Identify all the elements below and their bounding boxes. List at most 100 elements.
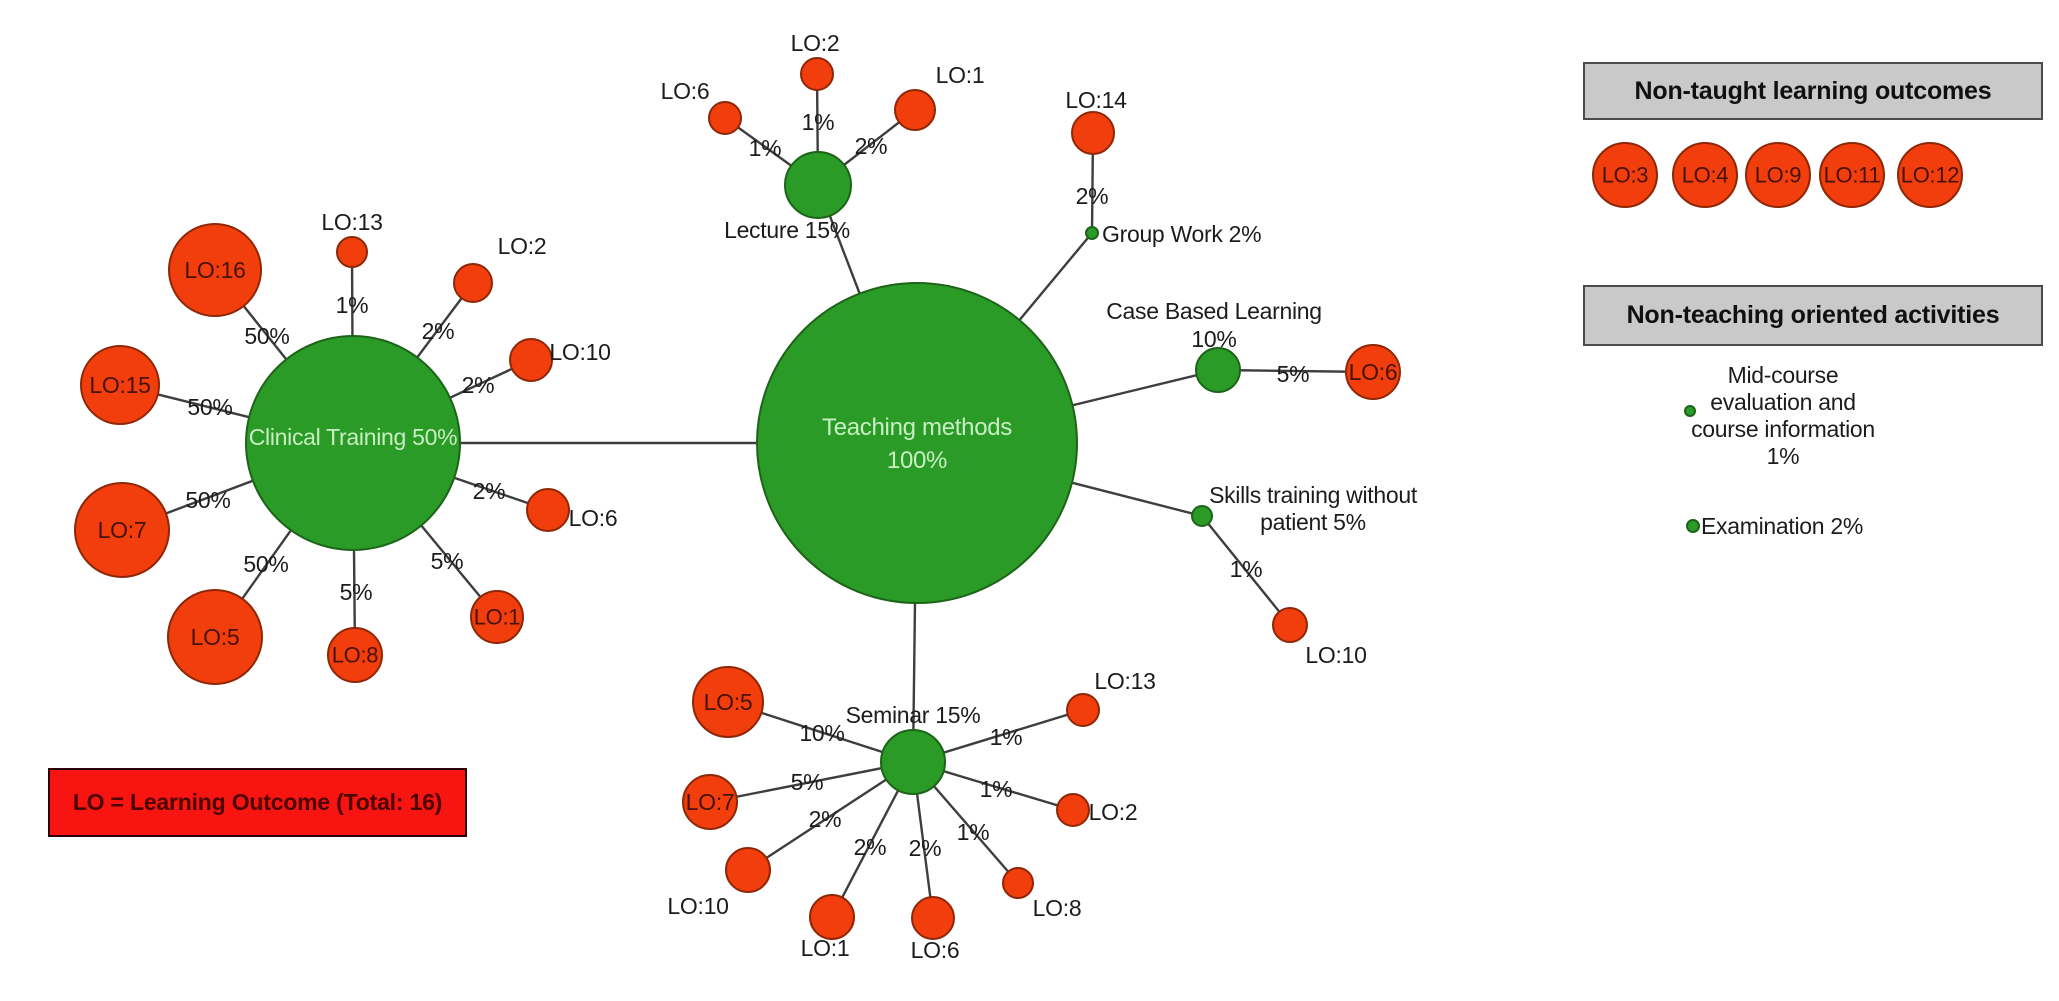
edge-weight-label: 5% — [431, 548, 464, 574]
edge-weight-label: 1% — [336, 292, 369, 318]
label-lo7-clinical: LO:7 — [98, 517, 147, 543]
node-lo1-clinical — [470, 590, 524, 644]
label-lo2-clinical: LO:2 — [498, 233, 547, 259]
edge-weight-label: 1% — [1230, 556, 1263, 582]
label-lo4: LO:4 — [1682, 163, 1729, 188]
node-lo8-clinical — [327, 627, 383, 683]
node-teaching-methods — [756, 282, 1078, 604]
node-lecture — [784, 151, 852, 219]
label-mid-course: Mid-course evaluation and course informati… — [1691, 362, 1875, 469]
node-lo10-clinical — [509, 338, 553, 382]
node-lo7-seminar — [682, 774, 738, 830]
node-skills-training — [1191, 505, 1213, 527]
node-seminar — [880, 729, 946, 795]
label-lo1-lecture: LO:1 — [936, 62, 985, 88]
edge-weight-label: 5% — [340, 579, 373, 605]
edge-weight-label: 50% — [244, 323, 289, 349]
label-lo6-lecture: LO:6 — [661, 78, 710, 104]
node-lo5-clinical — [167, 589, 263, 685]
non-teaching-header-label: Non-teaching oriented activities — [1626, 301, 2000, 329]
lo-legend-box: LO = Learning Outcome (Total: 16) — [48, 768, 467, 837]
label-clinical-training: Clinical Training 50% — [249, 424, 457, 450]
label-lo13-seminar: LO:13 — [1094, 668, 1155, 694]
label-case-based-learning: Case Based Learning 10% — [1106, 298, 1322, 352]
edge-weight-label: 1% — [802, 109, 835, 135]
node-clinical-training — [245, 335, 461, 551]
label-lo6-cbl: LO:6 — [1349, 359, 1398, 385]
label-skills-training: Skills training without patient 5% — [1209, 482, 1418, 535]
edge-weight-label: 2% — [422, 318, 455, 344]
non-taught-header-label: Non-taught learning outcomes — [1634, 76, 1992, 105]
label-lo11: LO:11 — [1824, 163, 1881, 188]
label-lo10-clinical: LO:10 — [549, 339, 610, 365]
node-lo11-nontaught — [1819, 142, 1885, 208]
edge-weight-label: 1% — [990, 724, 1023, 750]
label-lo5-seminar: LO:5 — [704, 689, 753, 715]
node-lo2-lecture — [800, 57, 834, 91]
node-lo16-clinical — [168, 223, 262, 317]
non-teaching-header: Non-teaching oriented activities — [1583, 285, 2043, 346]
edge-weight-label: 50% — [187, 394, 232, 420]
edge-weight-label: 10% — [799, 720, 844, 746]
node-lo1-lecture — [894, 89, 936, 131]
node-case-based-learning — [1195, 347, 1241, 393]
node-lo6-seminar — [911, 896, 955, 940]
lo-legend-label: LO = Learning Outcome (Total: 16) — [72, 789, 443, 815]
edge-weight-label: 1% — [980, 776, 1013, 802]
label-examination: Examination 2% — [1701, 513, 1863, 539]
edge-weight-label: 2% — [855, 133, 888, 159]
label-lo6-seminar: LO:6 — [911, 937, 960, 963]
label-lo6-clinical: LO:6 — [569, 505, 618, 531]
label-teaching-methods: Teaching methods 100% — [822, 414, 1012, 474]
edge-line — [1201, 515, 1291, 626]
label-lo7-seminar: LO:7 — [686, 789, 735, 815]
label-lo14: LO:14 — [1065, 87, 1127, 113]
edge-weight-label: 2% — [1076, 183, 1109, 209]
node-lo14-groupwork — [1071, 111, 1115, 155]
label-lo2-seminar: LO:2 — [1089, 799, 1138, 825]
edge-weight-label: 2% — [473, 478, 506, 504]
edge-line — [709, 760, 914, 804]
node-lo13-clinical — [336, 236, 368, 268]
edge-weight-label: 5% — [1277, 361, 1310, 387]
edge-weight-label: 2% — [462, 372, 495, 398]
edge-weight-label: 50% — [185, 487, 230, 513]
edge-weight-label: 2% — [854, 834, 887, 860]
node-lo2-clinical — [453, 263, 493, 303]
label-lo1-clinical: LO:1 — [474, 605, 521, 630]
edge-weight-label: 1% — [957, 819, 990, 845]
label-lo2-lecture: LO:2 — [791, 30, 840, 56]
label-lo13-clinical: LO:13 — [321, 209, 382, 235]
label-lo5-clinical: LO:5 — [191, 624, 240, 650]
node-lo12-nontaught — [1897, 142, 1963, 208]
bullet-mid-course — [1684, 405, 1696, 417]
edge-weight-label: 50% — [243, 551, 288, 577]
node-lo10-skills — [1272, 607, 1308, 643]
node-lo2-seminar — [1056, 793, 1090, 827]
label-lo10-seminar: LO:10 — [667, 893, 728, 919]
node-lo6-clinical — [526, 488, 570, 532]
node-lo4-nontaught — [1672, 142, 1738, 208]
node-lo5-seminar — [692, 666, 764, 738]
label-lo8-clinical: LO:8 — [332, 643, 379, 668]
label-lo9: LO:9 — [1755, 163, 1802, 188]
node-lo7-clinical — [74, 482, 170, 578]
node-lo3-nontaught — [1592, 142, 1658, 208]
non-taught-header: Non-taught learning outcomes — [1583, 62, 2043, 120]
label-lo3: LO:3 — [1602, 163, 1649, 188]
label-lo1-seminar: LO:1 — [801, 935, 850, 961]
node-lo6-lecture — [708, 101, 742, 135]
node-lo6-cbl — [1345, 344, 1401, 400]
label-lo15: LO:15 — [89, 372, 150, 398]
label-lo12: LO:12 — [1901, 163, 1959, 188]
node-lo10-seminar — [725, 847, 771, 893]
edge-weight-label: 1% — [749, 135, 782, 161]
node-lo8-seminar — [1002, 867, 1034, 899]
label-lecture: Lecture 15% — [724, 217, 850, 243]
node-lo9-nontaught — [1745, 142, 1811, 208]
label-seminar: Seminar 15% — [846, 702, 981, 728]
node-lo13-seminar — [1066, 693, 1100, 727]
label-lo16: LO:16 — [184, 257, 245, 283]
